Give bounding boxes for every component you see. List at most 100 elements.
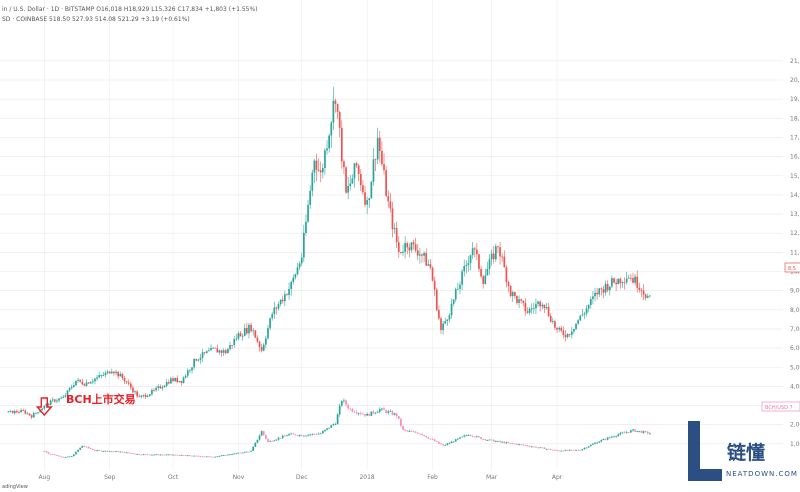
bch-candle <box>431 438 434 440</box>
btc-candle <box>467 263 470 265</box>
btc-candle <box>330 122 333 136</box>
bch-candle <box>421 433 423 436</box>
y-tick-label: 14, <box>790 192 800 199</box>
btc-candle <box>201 352 204 358</box>
btc-candle <box>393 228 396 230</box>
watermark-logo-icon <box>688 421 722 481</box>
bch-candle <box>423 435 425 436</box>
bch-candle <box>547 448 550 450</box>
bch-candle <box>600 440 603 442</box>
btc-candle <box>632 277 634 283</box>
bch-candle <box>558 450 560 452</box>
bch-candle <box>448 443 451 444</box>
bch-candle <box>100 450 103 452</box>
bch-candle <box>319 433 322 435</box>
bch-candle <box>513 443 516 445</box>
bch-candle <box>526 445 529 447</box>
btc-candle <box>509 285 512 297</box>
x-tick-label: Apr <box>552 474 563 481</box>
bch-candle <box>334 424 337 425</box>
bch-candle <box>43 451 46 452</box>
svg-text:8,5: 8,5 <box>788 266 796 272</box>
bch-candle <box>549 448 552 450</box>
bch-candle <box>469 435 472 436</box>
x-tick-label: Aug <box>38 474 50 481</box>
btc-candle <box>208 350 210 352</box>
btc-candle <box>18 412 20 413</box>
btc-candle <box>254 330 257 338</box>
btc-candle <box>492 253 495 260</box>
btc-candle <box>438 310 440 319</box>
btc-candle <box>279 299 282 305</box>
btc-candle <box>311 172 314 191</box>
bch-candle <box>634 429 636 432</box>
bch-candle <box>577 449 579 451</box>
btc-candle <box>357 165 360 175</box>
bch-candle <box>621 432 624 434</box>
bch-candle <box>136 454 138 455</box>
bch-candle <box>535 446 537 448</box>
bch-candle <box>113 451 115 453</box>
btc-candle <box>246 328 248 334</box>
bch-candle <box>178 455 181 456</box>
bch-candle <box>503 441 506 444</box>
tradingview-credit[interactable]: adingView <box>2 484 28 490</box>
btc-candle <box>35 412 37 414</box>
bch-candle <box>425 435 428 438</box>
btc-candle <box>81 381 84 385</box>
btc-candle <box>286 294 288 296</box>
bch-last-value-label: BCH/USD 7 <box>761 401 800 412</box>
btc-candle <box>435 289 438 311</box>
x-tick-label: Nov <box>233 474 245 481</box>
btc-candle <box>138 396 141 398</box>
bch-candle <box>613 436 615 438</box>
btc-candle <box>24 410 27 414</box>
btc-last-value-label: 8,5 <box>784 262 800 273</box>
bch-candle <box>507 442 510 444</box>
bch-candle <box>450 441 453 444</box>
btc-candle <box>374 159 377 161</box>
btc-candle <box>431 267 434 281</box>
btc-candle <box>450 303 453 316</box>
btc-candle <box>425 253 428 266</box>
btc-candle <box>486 268 489 276</box>
btc-candle <box>558 327 560 330</box>
bch-candle <box>205 456 208 458</box>
bch-candle <box>300 435 303 437</box>
btc-candle <box>387 196 390 202</box>
bch-candle <box>115 451 117 452</box>
btc-candle <box>216 348 219 353</box>
btc-candle <box>524 302 527 312</box>
bch-candle <box>537 447 539 449</box>
bch-candle <box>47 452 50 454</box>
btc-candle <box>9 410 12 412</box>
btc-candle <box>262 344 265 351</box>
btc-candle <box>644 294 647 298</box>
bch-candle <box>636 431 639 432</box>
bch-candle <box>444 444 447 446</box>
btc-candle <box>229 345 231 350</box>
bch-candle <box>638 431 641 432</box>
bch-candle <box>596 442 598 444</box>
bch-candle <box>376 411 379 413</box>
btc-candle <box>454 289 457 300</box>
bch-candle <box>273 440 276 442</box>
bch-candle <box>224 455 227 456</box>
btc-candle <box>70 387 73 389</box>
btc-candle <box>41 408 44 411</box>
bch-candle <box>528 446 531 447</box>
bch-candle <box>279 437 282 439</box>
bch-candle <box>271 440 274 442</box>
bch-candle <box>275 439 278 441</box>
btc-candle <box>541 304 544 307</box>
bch-candle <box>89 448 92 450</box>
bch-candle <box>284 435 286 437</box>
btc-candle <box>442 323 444 331</box>
bch-candle <box>58 455 60 457</box>
btc-candle <box>43 405 46 409</box>
bch-candle <box>305 435 307 437</box>
btc-candle <box>461 271 463 285</box>
btc-candle <box>617 278 620 285</box>
